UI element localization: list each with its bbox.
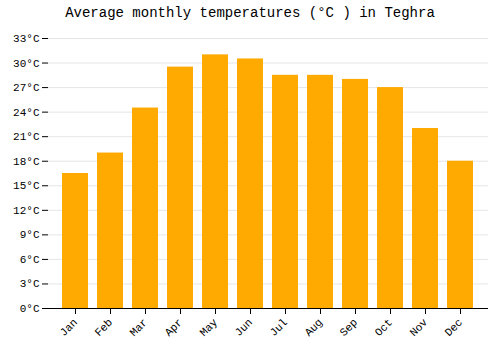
svg-text:Feb: Feb	[93, 316, 115, 338]
svg-text:Oct: Oct	[373, 316, 395, 338]
svg-text:0°C: 0°C	[20, 303, 40, 315]
svg-text:12°C: 12°C	[13, 205, 40, 217]
html-text:Average monthly temperatures (: Average monthly temperatures (°C ) in Te…	[65, 5, 435, 21]
svg-text:21°C: 21°C	[13, 131, 40, 143]
svg-text:Aug: Aug	[303, 316, 325, 338]
svg-text:Dec: Dec	[443, 316, 465, 338]
svg-text:May: May	[198, 316, 221, 339]
svg-text:Jul: Jul	[268, 316, 290, 338]
svg-text:33°C: 33°C	[13, 33, 40, 45]
svg-text:Mar: Mar	[128, 316, 150, 338]
svg-text:Sep: Sep	[338, 316, 360, 338]
svg-text:15°C: 15°C	[13, 180, 40, 192]
svg-text:27°C: 27°C	[13, 82, 40, 94]
svg-text:3°C: 3°C	[20, 278, 40, 290]
svg-text:Jun: Jun	[233, 316, 255, 338]
svg-text:30°C: 30°C	[13, 58, 40, 70]
svg-text:Jan: Jan	[58, 316, 80, 338]
svg-text:18°C: 18°C	[13, 156, 40, 168]
svg-text:9°C: 9°C	[20, 229, 40, 241]
svg-text:Nov: Nov	[408, 316, 431, 339]
svg-text:24°C: 24°C	[13, 107, 40, 119]
svg-text:Apr: Apr	[163, 316, 185, 338]
svg-text:6°C: 6°C	[20, 254, 40, 266]
